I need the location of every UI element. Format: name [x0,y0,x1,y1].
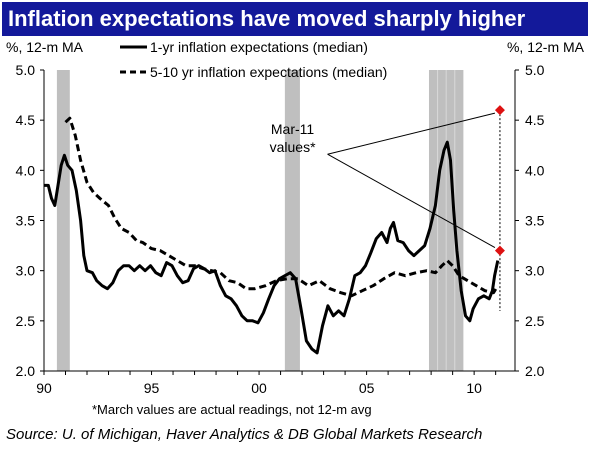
recession-bands [56,70,464,371]
x-tick-label-4: 10 [466,380,482,396]
annotation-text-1: values* [270,139,316,155]
series-line-1yr [44,140,500,355]
y-tick-label-right-0: 2.0 [525,363,545,379]
y-tick-label-left-3: 3.5 [16,213,36,229]
x-tick-label-0: 90 [36,380,52,396]
axes: 2.0 2.0 2.5 2.5 3.0 3.0 3.5 3.5 4.0 4.0 4.5 4.5 5.0 5… [16,62,545,396]
annotation-arrow-0 [327,112,496,155]
series-line-5to10yr [64,116,500,298]
y-axis-label-right: %, 12-m MA [507,39,585,55]
y-tick-label-left-2: 3.0 [16,263,36,279]
chart-title: Inflation expectations have moved sharpl… [2,2,588,36]
inflation-chart: 2.0 2.0 2.5 2.5 3.0 3.0 3.5 3.5 4.0 4.0 4.5 4.5 5.0 5… [6,39,585,396]
y-tick-label-right-4: 4.0 [525,162,545,178]
mar11-marker-0 [494,105,505,116]
y-tick-label-right-5: 4.5 [525,112,545,128]
y-tick-label-left-4: 4.0 [16,162,36,178]
legend-label-5to10yr: 5-10 yr inflation expectations (median) [150,64,387,80]
mar11-marker-1 [494,245,505,256]
footnote: *March values are actual readings, not 1… [92,402,372,417]
y-tick-label-right-2: 3.0 [525,263,545,279]
y-tick-label-left-5: 4.5 [16,112,36,128]
legend-label-1yr: 1-yr inflation expectations (median) [150,39,368,55]
y-axis-label-left: %, 12-m MA [6,39,84,55]
series [44,116,500,355]
recession-band-0 [56,70,70,371]
x-tick-label-1: 95 [144,380,160,396]
annotation-arrow-1 [327,153,496,249]
source-note: Source: U. of Michigan, Haver Analytics … [6,426,483,443]
y-tick-label-left-6: 5.0 [16,62,36,78]
y-tick-label-right-3: 3.5 [525,213,545,229]
annotation: Mar-11 values* [270,105,505,311]
x-tick-label-3: 05 [359,380,375,396]
annotation-text-0: Mar-11 [271,121,315,137]
x-tick-label-2: 00 [251,380,267,396]
y-tick-label-right-1: 2.5 [525,313,545,329]
legend: 1-yr inflation expectations (median) 5-1… [120,39,387,80]
y-tick-label-left-1: 2.5 [16,313,36,329]
recession-band-1 [284,70,300,371]
y-tick-label-right-6: 5.0 [525,62,545,78]
y-tick-label-left-0: 2.0 [16,363,36,379]
